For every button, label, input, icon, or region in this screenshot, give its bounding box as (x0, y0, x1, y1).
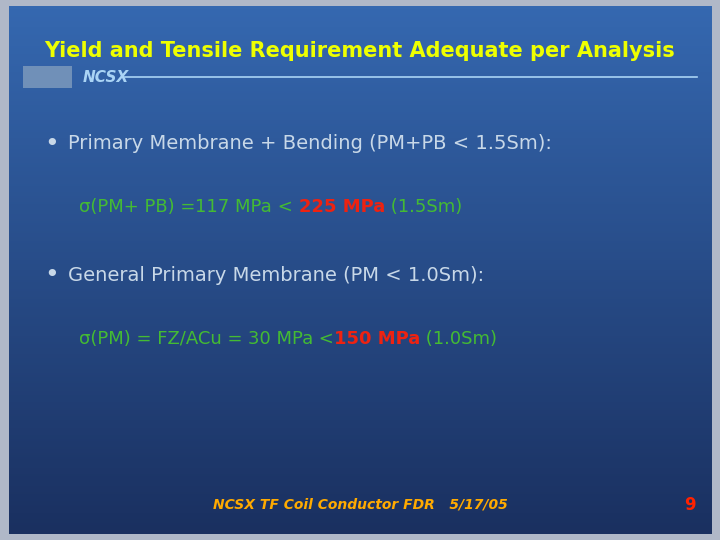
Text: <: < (313, 329, 334, 348)
Text: 9: 9 (685, 496, 696, 514)
Text: σ(PM+ PB) =: σ(PM+ PB) = (79, 198, 195, 216)
Text: σ(PM) = FZ/ACu =: σ(PM) = FZ/ACu = (79, 329, 248, 348)
Text: General Primary Membrane (PM < 1.0Sm):: General Primary Membrane (PM < 1.0Sm): (68, 266, 485, 285)
Text: Yield and Tensile Requirement Adequate per Analysis: Yield and Tensile Requirement Adequate p… (45, 41, 675, 61)
Text: <: < (272, 198, 299, 216)
Text: NCSX: NCSX (82, 70, 129, 85)
Text: 117 MPa: 117 MPa (195, 198, 272, 216)
FancyBboxPatch shape (23, 66, 72, 88)
Text: •: • (44, 132, 58, 156)
Text: (1.0Sm): (1.0Sm) (420, 329, 498, 348)
Text: •: • (44, 264, 58, 287)
Text: NCSX TF Coil Conductor FDR   5/17/05: NCSX TF Coil Conductor FDR 5/17/05 (212, 497, 508, 511)
Text: Primary Membrane + Bending (PM+PB < 1.5Sm):: Primary Membrane + Bending (PM+PB < 1.5S… (68, 134, 552, 153)
Text: 30 MPa: 30 MPa (248, 329, 313, 348)
Text: 150 MPa: 150 MPa (334, 329, 420, 348)
Text: (1.5Sm): (1.5Sm) (384, 198, 462, 216)
Text: 225 MPa: 225 MPa (299, 198, 384, 216)
